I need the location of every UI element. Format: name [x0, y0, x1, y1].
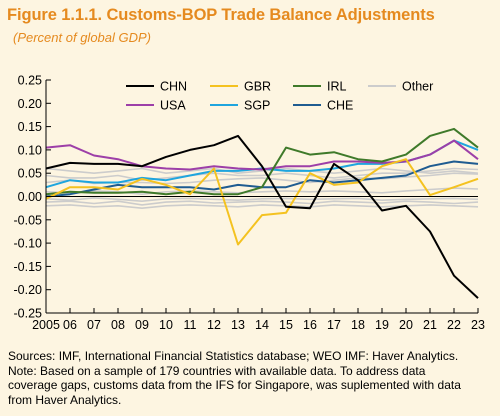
y-tick-label: -0.15 [14, 260, 43, 274]
other-country-line [45, 200, 479, 206]
legend-label-sgp: SGP [244, 99, 270, 113]
series-line-chn [45, 134, 479, 299]
other-country-line [45, 204, 479, 210]
y-tick-label: 0.25 [18, 74, 42, 88]
legend-label-irl: IRL [327, 80, 347, 94]
x-tick-label: 13 [231, 318, 245, 332]
x-tick-label: 22 [447, 318, 461, 332]
x-tick-label: 15 [279, 318, 293, 332]
x-tick-label: 11 [184, 318, 197, 332]
x-tick-label: 07 [87, 318, 101, 332]
y-tick-label: 0.20 [18, 97, 42, 111]
x-tick-label: 2005 [32, 318, 60, 332]
x-tick-label: 06 [63, 318, 77, 332]
sources-note: Sources: IMF, International Financial St… [8, 349, 459, 363]
note-line: Note: Based on a sample of 179 countries… [8, 363, 426, 378]
x-tick-label: 23 [471, 318, 485, 332]
x-tick-label: 08 [111, 318, 125, 332]
legend-label-usa: USA [160, 99, 186, 113]
x-tick-label: 16 [303, 318, 317, 332]
series-line-irl [45, 127, 479, 196]
y-tick-label: -0.25 [14, 307, 43, 321]
x-tick-label: 12 [207, 318, 221, 332]
x-tick-label: 14 [255, 318, 269, 332]
note-line: from Haver Analytics. [8, 392, 122, 407]
x-tick-label: 19 [375, 318, 389, 332]
x-tick-label: 21 [423, 318, 437, 332]
legend-label-gbr: GBR [244, 80, 271, 94]
y-tick-label: 0.00 [18, 190, 42, 204]
series-line-gbr [45, 158, 479, 246]
series-line-usa [45, 139, 479, 171]
other-country-line [45, 197, 479, 203]
chart-notes: Sources: IMF, International Financial St… [8, 349, 496, 407]
chart-subtitle: (Percent of global GDP) [13, 30, 152, 45]
line-chart: 0.25 0.20 0.15 0.10 0.05 0.00 -0.05 -0.10 -0.15 -… [14, 74, 485, 333]
axes: 0.25 0.20 0.15 0.10 0.05 0.00 -0.05 -0.10 -0.15 -… [14, 74, 485, 333]
legend: CHN GBR IRL Other USA SGP CHE [126, 80, 433, 113]
y-tick-label: 0.15 [18, 120, 42, 134]
series-lines [45, 127, 479, 299]
legend-label-other: Other [402, 80, 433, 94]
x-tick-label: 09 [135, 318, 149, 332]
other-country-line [45, 167, 479, 182]
y-tick-label: -0.05 [14, 213, 43, 227]
y-tick-label: 0.10 [18, 143, 42, 157]
x-tick-label: 17 [327, 318, 341, 332]
legend-label-chn: CHN [160, 80, 187, 94]
note-line: coverage gaps, customs data from the IFS… [8, 378, 461, 392]
x-tick-label: 20 [399, 318, 413, 332]
y-tick-label: -0.20 [14, 283, 43, 297]
x-tick-label: 10 [159, 318, 173, 332]
legend-label-che: CHE [327, 99, 353, 113]
y-tick-label: 0.05 [18, 167, 42, 181]
chart-title: Figure 1.1.1. Customs-BOP Trade Balance … [7, 6, 435, 24]
x-tick-label: 18 [351, 318, 365, 332]
y-tick-label: -0.10 [14, 237, 43, 251]
other-country-line [45, 167, 479, 175]
